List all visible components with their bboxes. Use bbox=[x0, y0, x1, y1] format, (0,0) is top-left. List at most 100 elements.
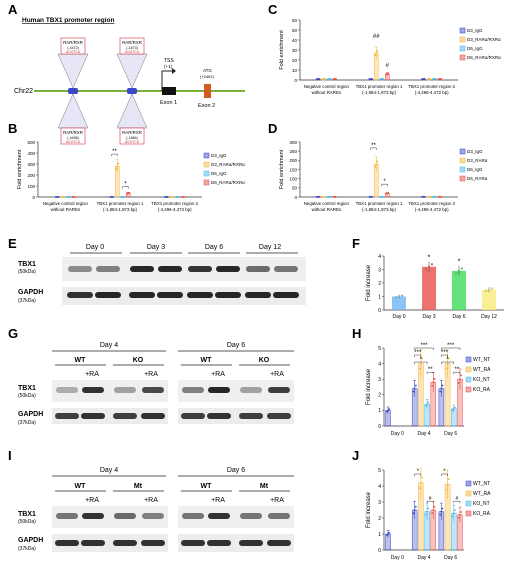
y-tick-label: 0 bbox=[294, 78, 297, 83]
legend-swatch bbox=[459, 175, 466, 182]
rare-label-3: RAR/RXR bbox=[122, 40, 142, 45]
x-category-label: Negative control region bbox=[304, 201, 350, 206]
significance-label: # bbox=[386, 63, 390, 69]
data-point bbox=[432, 381, 435, 384]
band bbox=[55, 540, 79, 546]
y-tick-label: 300 bbox=[289, 140, 297, 145]
panel-label-d: D bbox=[268, 121, 277, 136]
g-tbx1-blot-left bbox=[52, 380, 168, 402]
panel-label-i: I bbox=[8, 448, 12, 463]
y-tick-label: 5 bbox=[378, 346, 381, 352]
data-point bbox=[394, 296, 398, 299]
data-point bbox=[430, 263, 434, 266]
tss-label: TSS bbox=[164, 58, 174, 64]
data-point bbox=[62, 195, 65, 198]
e-day-3: Day 3 bbox=[147, 244, 165, 251]
bar bbox=[392, 296, 406, 310]
y-tick-label: 0 bbox=[378, 424, 381, 430]
data-point bbox=[459, 378, 461, 381]
panel-a-title: Human TBX1 promoter region bbox=[22, 17, 114, 24]
data-point bbox=[387, 409, 389, 412]
g-ko-2: KO bbox=[259, 357, 270, 364]
data-point bbox=[427, 265, 431, 268]
g-gapdh-blot-right bbox=[178, 408, 294, 424]
band bbox=[67, 292, 93, 298]
y-axis-label: Fold enrichment bbox=[17, 149, 23, 189]
data-point bbox=[460, 374, 462, 377]
data-point bbox=[376, 160, 379, 163]
i-day-4: Day 4 bbox=[100, 467, 118, 474]
rare-site-3 bbox=[116, 37, 148, 89]
data-point bbox=[431, 384, 434, 387]
i-day-6: Day 6 bbox=[227, 467, 245, 474]
x-category-label: Day 6 bbox=[444, 555, 457, 561]
data-point bbox=[453, 406, 456, 409]
g-gapdh-blot-left bbox=[52, 408, 168, 424]
data-point bbox=[423, 195, 426, 198]
data-point bbox=[323, 195, 326, 198]
legend-label: D6_IgG bbox=[467, 46, 483, 51]
g-ko-1: KO bbox=[133, 357, 144, 364]
e-day-6: Day 6 bbox=[205, 244, 223, 251]
band bbox=[130, 266, 154, 272]
x-category-label: Day 0 bbox=[391, 431, 404, 437]
legend-swatch bbox=[465, 366, 472, 373]
legend-swatch bbox=[465, 356, 472, 363]
band bbox=[215, 292, 241, 298]
band bbox=[141, 540, 165, 546]
i-bands bbox=[55, 513, 291, 546]
data-point bbox=[445, 488, 448, 491]
significance-label: ** bbox=[112, 149, 117, 155]
data-point bbox=[490, 287, 494, 290]
legend-label: KO_RA bbox=[473, 387, 491, 393]
legend-label: D6_IgG bbox=[211, 171, 227, 176]
data-point bbox=[460, 267, 464, 270]
rare-pos-4: (-1884) bbox=[126, 136, 138, 140]
rare-label-2: RAR/RXR bbox=[63, 130, 83, 135]
x-category-label: Day 0 bbox=[391, 555, 404, 561]
y-tick-label: 60 bbox=[292, 18, 298, 23]
rare-marker-1 bbox=[68, 88, 78, 94]
e-day-0: Day 0 bbox=[86, 244, 104, 251]
y-tick-label: 1 bbox=[378, 294, 381, 300]
legend-label: D3_IgG bbox=[467, 28, 483, 33]
legend-swatch bbox=[203, 161, 210, 168]
rare-seq-3: AGGTCA bbox=[125, 50, 140, 54]
x-category-label: Day 6 bbox=[452, 314, 465, 320]
data-point bbox=[388, 531, 391, 534]
data-point bbox=[323, 78, 326, 80]
data-point bbox=[447, 357, 450, 360]
y-axis-label: Fold increase bbox=[366, 491, 372, 528]
x-category-label: Day 4 bbox=[417, 431, 430, 437]
expression-chart-h: 0 1 2 3 4 5 Fold increase Day 0 Day 4 Day 6 WT_NT W… bbox=[366, 343, 491, 437]
e-day-12: Day 12 bbox=[259, 244, 281, 251]
legend-swatch bbox=[459, 157, 466, 164]
data-point bbox=[370, 78, 373, 80]
data-point bbox=[128, 191, 131, 194]
bar bbox=[422, 266, 436, 310]
y-tick-label: 50 bbox=[292, 186, 298, 191]
atg-label: ATG bbox=[203, 68, 212, 73]
data-point bbox=[425, 405, 427, 407]
significance-label: * bbox=[124, 182, 127, 188]
g-ra-2: +RA bbox=[144, 371, 158, 378]
legend-swatch bbox=[203, 170, 210, 177]
rare-label-1: RAR/RXR bbox=[63, 40, 83, 45]
y-tick-label: 150 bbox=[289, 167, 297, 172]
significance-bracket bbox=[453, 500, 461, 504]
band bbox=[182, 513, 204, 519]
band bbox=[55, 413, 79, 419]
data-point bbox=[73, 195, 76, 198]
g-tbx1-kda: (50kDa) bbox=[18, 393, 36, 399]
y-tick-label: 0 bbox=[32, 195, 35, 200]
legend-label: D3_IgG bbox=[211, 153, 227, 158]
i-wt-2: WT bbox=[201, 483, 213, 490]
rare-site-1 bbox=[57, 37, 89, 89]
chip-chart-b: 0 100 200 300 400 500 Fold enrichment Negative … bbox=[17, 140, 245, 212]
data-point bbox=[427, 507, 430, 510]
significance-label: # bbox=[429, 496, 432, 502]
panel-label-h: H bbox=[352, 326, 361, 341]
i-ra-2: +RA bbox=[144, 497, 158, 504]
significance-bracket bbox=[414, 473, 422, 476]
legend-swatch bbox=[459, 27, 466, 34]
